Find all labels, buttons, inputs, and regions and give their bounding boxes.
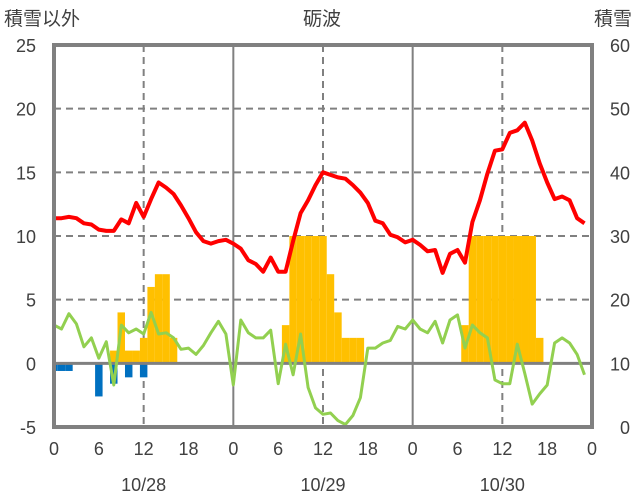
orange-bars-bar — [110, 350, 118, 364]
x-tick-label: 6 — [452, 439, 462, 459]
date-label: 10/29 — [300, 475, 345, 495]
left-tick-label: 0 — [26, 354, 36, 374]
plot-frame — [52, 43, 594, 429]
date-label: 10/30 — [480, 475, 525, 495]
blue-bars-bar — [57, 363, 66, 371]
orange-bars-bar — [304, 236, 312, 364]
x-tick-label: 0 — [49, 439, 59, 459]
orange-bars-bar — [334, 312, 342, 364]
orange-bars-bar — [356, 337, 365, 364]
orange-bars-bar — [147, 286, 155, 364]
orange-bars-bar — [169, 337, 178, 364]
orange-bars-bar — [483, 236, 492, 364]
orange-bars-bar — [154, 274, 163, 364]
orange-bars-bar — [319, 236, 327, 364]
x-tick-label: 0 — [228, 439, 238, 459]
x-tick-label: 6 — [273, 439, 283, 459]
blue-bars-bar — [95, 363, 103, 397]
plot-border — [52, 43, 594, 429]
orange-bars-bar — [139, 337, 148, 364]
x-tick-label: 18 — [358, 439, 378, 459]
left-axis-label: 積雪以外 — [4, 8, 80, 30]
left-tick-label: 5 — [26, 291, 36, 311]
orange-bars-bar — [513, 236, 522, 364]
orange-bars-bar — [132, 350, 140, 364]
date-label: 10/28 — [121, 475, 166, 495]
orange-bars-bar — [341, 337, 350, 364]
orange-bars-bar — [326, 274, 335, 364]
x-tick-label: 12 — [313, 439, 333, 459]
x-tick-label: 12 — [134, 439, 154, 459]
orange-bars-bar — [124, 350, 133, 364]
orange-bars-bar — [491, 236, 499, 364]
left-tick-label: 10 — [16, 227, 36, 247]
green-line — [53, 310, 586, 426]
blue-bars-bar — [65, 363, 73, 371]
blue-bars-bar — [139, 363, 148, 378]
orange-bars-bar — [521, 236, 529, 364]
right-tick-label: 10 — [610, 354, 630, 374]
blue-bars-bar — [124, 363, 133, 378]
orange-bars-bar — [476, 236, 484, 364]
x-tick-label: 0 — [408, 439, 418, 459]
orange-bars-bar — [535, 337, 544, 364]
x-tick-label: 12 — [492, 439, 512, 459]
orange-bars-bar — [349, 337, 357, 364]
orange-bars-bar — [162, 274, 170, 364]
right-tick-label: 20 — [610, 291, 630, 311]
left-tick-label: 15 — [16, 163, 36, 183]
orange-bars-bar — [468, 236, 477, 364]
x-tick-label: 18 — [178, 439, 198, 459]
orange-bars-bar — [289, 236, 297, 364]
right-tick-label: 30 — [610, 227, 630, 247]
orange-bars-bar — [528, 236, 536, 364]
x-tick-label: 0 — [587, 439, 597, 459]
orange-bars-bar — [498, 236, 507, 364]
orange-bars-bar — [117, 312, 125, 364]
orange-bars-bar — [296, 236, 305, 364]
right-tick-label: 0 — [620, 418, 630, 438]
orange-bars-bar — [506, 236, 514, 364]
right-tick-label: 40 — [610, 163, 630, 183]
right-axis-label: 積雪 — [594, 8, 632, 30]
left-tick-label: 25 — [16, 36, 36, 56]
bars — [54, 236, 544, 397]
left-tick-label: -5 — [20, 418, 36, 438]
right-tick-label: 60 — [610, 36, 630, 56]
right-tick-label: 50 — [610, 100, 630, 120]
orange-bars-bar — [311, 236, 320, 364]
red-line — [54, 120, 586, 275]
left-tick-label: 20 — [16, 100, 36, 120]
x-tick-label: 18 — [537, 439, 557, 459]
chart-title: 砺波 — [303, 8, 341, 30]
x-tick-label: 6 — [94, 439, 104, 459]
series-lines — [53, 120, 586, 426]
